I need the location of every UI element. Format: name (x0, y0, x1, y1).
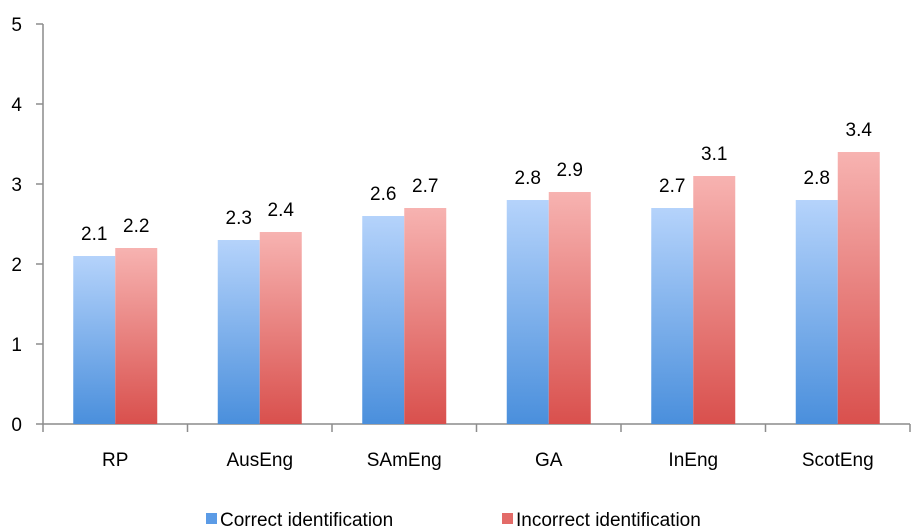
y-tick-label: 3 (11, 175, 22, 196)
bars (73, 152, 880, 424)
x-tick-label: RP (102, 450, 128, 471)
legend-swatch (206, 513, 217, 524)
bar-correct-ga (506, 200, 549, 424)
bar-incorrect-auseng (259, 232, 302, 424)
x-tick-label: ScotEng (802, 450, 874, 471)
x-tick-label: AusEng (226, 450, 293, 471)
data-label: 3.1 (701, 144, 727, 165)
data-label: 2.8 (515, 168, 541, 189)
x-tick-label: InEng (668, 450, 718, 471)
bar-incorrect-rp (115, 248, 158, 424)
bar-incorrect-scoteng (837, 152, 880, 424)
data-label: 2.8 (804, 168, 830, 189)
legend: Correct identification Incorrect identifi… (206, 510, 701, 529)
data-label: 2.4 (268, 200, 295, 221)
data-label: 2.9 (557, 160, 583, 181)
legend-label: Correct identification (220, 510, 393, 529)
data-label: 2.1 (81, 224, 107, 245)
data-label: 2.3 (226, 208, 252, 229)
data-label: 2.7 (659, 176, 685, 197)
y-tick-label: 1 (11, 335, 22, 356)
bar-correct-scoteng (795, 200, 838, 424)
axes: 0 1 2 3 4 5 RP AusEng SAmEng GA InEng ScotEng (11, 15, 911, 471)
y-tick-label: 2 (11, 255, 22, 276)
bar-incorrect-sameng (404, 208, 447, 424)
legend-swatch (502, 513, 513, 524)
bar-incorrect-ineng (693, 176, 736, 424)
data-label: 2.6 (370, 184, 396, 205)
bar-correct-sameng (362, 216, 405, 424)
x-tick-label: SAmEng (367, 450, 442, 471)
y-tick-label: 4 (11, 95, 22, 116)
bar-correct-auseng (217, 240, 260, 424)
y-tick-label: 0 (11, 415, 22, 436)
data-label: 3.4 (846, 120, 873, 141)
bar-incorrect-ga (548, 192, 591, 424)
data-labels: 2.1 2.2 2.3 2.4 2.6 2.7 2.8 2.9 2.7 3.1 2.8 3.4 (81, 120, 872, 245)
data-label: 2.2 (123, 216, 149, 237)
legend-label: Incorrect identification (516, 510, 701, 529)
bar-correct-rp (73, 256, 116, 424)
y-tick-label: 5 (11, 15, 22, 36)
bar-correct-ineng (651, 208, 694, 424)
data-label: 2.7 (412, 176, 438, 197)
x-tick-label: GA (535, 450, 563, 471)
